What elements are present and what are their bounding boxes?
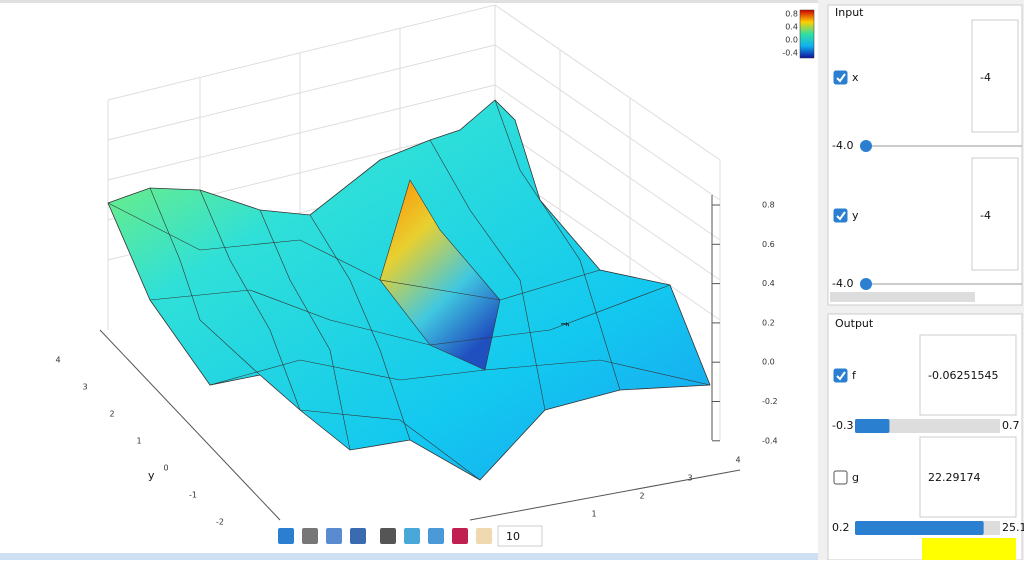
y-tick-label: 3 bbox=[82, 383, 87, 392]
zoom-button[interactable] bbox=[326, 528, 342, 544]
z-tick-label: 0.8 bbox=[762, 201, 775, 210]
f-axis-label: f bbox=[558, 322, 571, 327]
value-bar bbox=[855, 521, 984, 535]
output-label: f bbox=[852, 369, 857, 382]
z-tick-label: 0.2 bbox=[762, 318, 775, 327]
map-button[interactable] bbox=[404, 528, 420, 544]
y-tick-label: 0 bbox=[163, 464, 168, 473]
output-field bbox=[919, 436, 1017, 518]
output-field bbox=[919, 334, 1017, 416]
scrollbar[interactable] bbox=[830, 292, 975, 302]
view-button[interactable] bbox=[302, 528, 318, 544]
output-1-checkbox[interactable] bbox=[833, 470, 848, 485]
colorbar-tick: 0.0 bbox=[785, 36, 798, 45]
input-0-checkmark bbox=[836, 73, 846, 83]
y-tick-label: 2 bbox=[109, 410, 114, 419]
z-tick-label: -0.2 bbox=[762, 397, 778, 406]
input-label: y bbox=[852, 209, 859, 222]
input-field[interactable] bbox=[971, 19, 1019, 133]
z-tick-label: -0.4 bbox=[762, 436, 778, 445]
slider-knob[interactable] bbox=[860, 278, 872, 290]
x-tick-label: 4 bbox=[735, 456, 740, 465]
scale-button[interactable] bbox=[350, 528, 366, 544]
colorbar-tick: -0.4 bbox=[782, 49, 798, 58]
range-min: 0.2 bbox=[832, 521, 850, 534]
resolution-value: 10 bbox=[506, 530, 520, 543]
output-label: g bbox=[852, 471, 859, 484]
resolution-field[interactable] bbox=[497, 525, 543, 547]
y-tick-label: 1 bbox=[136, 437, 141, 446]
axes bbox=[99, 195, 741, 521]
colorbar bbox=[799, 9, 815, 59]
range-track bbox=[855, 419, 1000, 433]
output-value: 22.29174 bbox=[928, 471, 981, 484]
y-tick-label: -1 bbox=[189, 491, 197, 500]
toolbar: 10 bbox=[278, 525, 543, 547]
input-value: -4 bbox=[980, 71, 991, 84]
x-tick-label: 1 bbox=[591, 510, 596, 519]
shade-button[interactable] bbox=[380, 528, 396, 544]
colorbar-tick: 0.8 bbox=[785, 10, 798, 19]
z-tick-label: 0.0 bbox=[762, 358, 775, 367]
input-field[interactable] bbox=[971, 157, 1019, 271]
z-tick-label: 0.6 bbox=[762, 240, 775, 249]
output-0-checkbox[interactable] bbox=[833, 368, 848, 383]
y-tick-label: -2 bbox=[216, 518, 224, 527]
colorbar-tick: 0.4 bbox=[785, 23, 798, 32]
surface-mesh bbox=[107, 99, 711, 481]
output-0-checkmark bbox=[836, 371, 846, 381]
input-0-checkbox[interactable] bbox=[833, 70, 848, 85]
g-color-swatch bbox=[922, 538, 1016, 560]
input-value: -4 bbox=[980, 209, 991, 222]
input-label: x bbox=[852, 71, 859, 84]
slider-value: -4.0 bbox=[832, 139, 853, 152]
slider-knob[interactable] bbox=[860, 140, 872, 152]
fit-button[interactable] bbox=[278, 528, 294, 544]
contour-button[interactable] bbox=[428, 528, 444, 544]
top-border bbox=[0, 0, 1024, 3]
range-min: -0.3 bbox=[832, 419, 853, 432]
bottom-bar bbox=[0, 553, 818, 560]
z-tick-label: 0.4 bbox=[762, 279, 775, 288]
range-max: 25.1 bbox=[1002, 521, 1024, 534]
input-1-checkbox[interactable] bbox=[833, 208, 848, 223]
input-1-checkmark bbox=[836, 211, 846, 221]
y-axis-label: y bbox=[148, 469, 155, 482]
input-title: Input bbox=[835, 6, 864, 19]
range-max: 0.7 bbox=[1002, 419, 1020, 432]
slider-value: -4.0 bbox=[832, 277, 853, 290]
output-value: -0.06251545 bbox=[928, 369, 998, 382]
x-tick-label: 2 bbox=[639, 492, 644, 501]
x-tick-label: 3 bbox=[687, 474, 692, 483]
value-bar bbox=[855, 419, 890, 433]
output-title: Output bbox=[835, 317, 874, 330]
grid-button[interactable] bbox=[476, 528, 492, 544]
colorbar-button[interactable] bbox=[452, 528, 468, 544]
y-tick-label: 4 bbox=[55, 356, 60, 365]
